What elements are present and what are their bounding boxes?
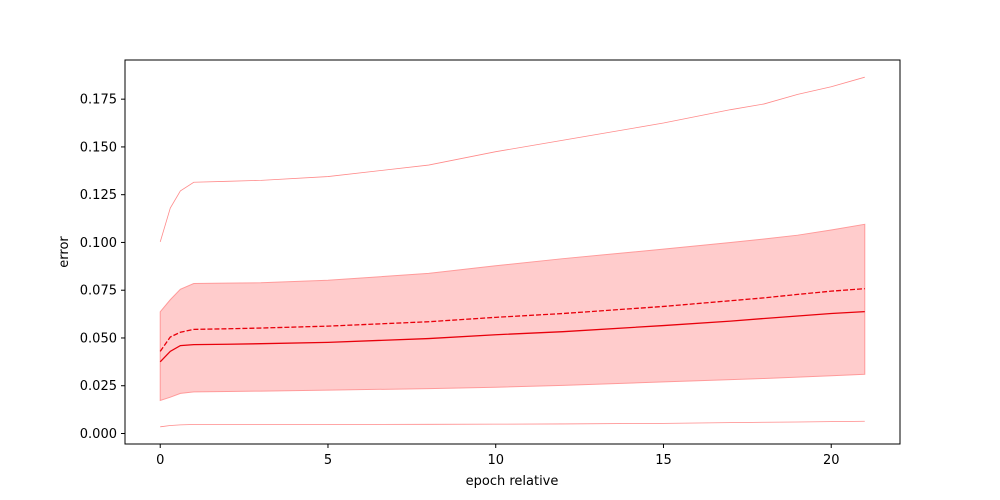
series-line-thin-2 [159,76,865,242]
error-band [159,223,866,402]
x-tick-label: 0 [156,453,164,468]
y-tick-label: 0.100 [80,236,117,251]
x-tick-label: 10 [487,453,504,468]
x-tick-label: 5 [324,453,332,468]
x-tick-label: 20 [823,453,840,468]
y-ticks: 0.000 0.025 0.050 0.075 0.100 0.125 0.150 0.175 [80,93,125,442]
y-tick-label: 0.075 [80,284,117,299]
y-tick-label: 0.150 [80,140,117,155]
plot-frame [124,59,901,445]
x-tick-label: 15 [655,453,672,468]
y-tick-label: 0.175 [80,93,117,108]
y-tick-label: 0.000 [80,427,117,442]
series-line-solid-0 [159,310,865,363]
x-axis-label: epoch relative [466,474,559,489]
y-tick-label: 0.025 [80,379,117,394]
series-layer [159,76,865,428]
y-tick-label: 0.050 [80,331,117,346]
series-line-thin-3 [160,420,865,428]
y-tick-label: 0.125 [80,188,117,203]
series-line-dashed-1 [159,288,865,352]
x-ticks: 0 5 10 15 20 [156,444,839,468]
y-axis-label: error [57,236,72,268]
band-layer [159,223,866,402]
